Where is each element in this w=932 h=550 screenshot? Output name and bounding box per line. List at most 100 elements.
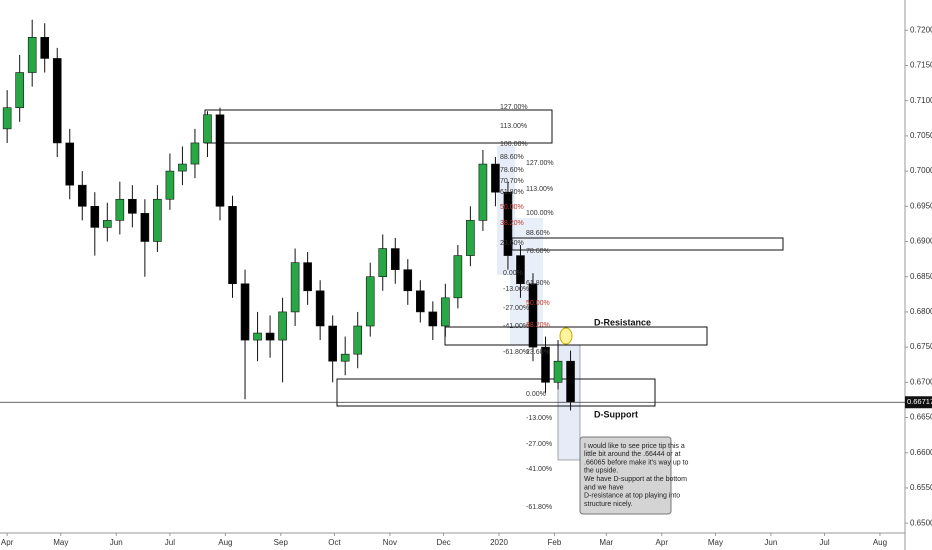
y-tick-label: 0.69000 [910, 237, 932, 246]
fib-label: 61.80% [500, 189, 524, 196]
fib-label: -13.00% [526, 415, 552, 422]
candle-body [203, 114, 212, 144]
candle-body [553, 360, 563, 383]
candle-body [40, 37, 50, 59]
x-tick-label: Jul [819, 538, 829, 547]
candle-body [27, 37, 37, 73]
x-tick-label: Aug [218, 538, 232, 547]
candle-body [541, 346, 550, 383]
fib-label: 38.20% [526, 322, 550, 329]
y-tick-label: 0.70500 [910, 131, 932, 140]
candle-body [378, 248, 388, 278]
x-tick-label: Sep [274, 538, 289, 547]
x-tick-label: Aug [873, 538, 887, 547]
d-support-label: D-Support [594, 409, 638, 419]
fib-zone [510, 218, 543, 345]
candle-body [353, 325, 363, 355]
candle-body [516, 255, 525, 285]
candle-body [441, 297, 450, 327]
y-tick-label: 0.65000 [910, 518, 932, 527]
x-tick-label: May [708, 538, 723, 547]
candle-body [315, 290, 325, 327]
x-tick-label: Jul [165, 538, 175, 547]
fib-label: 127.00% [526, 160, 554, 167]
note-line: structure nicely. [584, 501, 633, 508]
y-tick-label: 0.67000 [910, 377, 932, 386]
fib-label: 127.00% [500, 104, 528, 111]
fib-label: 50.00% [500, 204, 524, 211]
candle-body [240, 283, 250, 341]
note-line: and we have [584, 484, 624, 491]
candle-body [128, 198, 137, 214]
x-tick-label: Oct [328, 538, 341, 547]
note-line: We have D-support at the bottom [584, 476, 687, 483]
candle-body [228, 205, 237, 285]
candle-body [365, 276, 375, 327]
fib-label: 38.20% [500, 220, 524, 227]
fib-label: 70.70% [500, 178, 524, 185]
fib-label: 0.00% [503, 270, 523, 277]
candle-body [65, 142, 75, 186]
candle-body [503, 191, 513, 256]
y-tick-label: 0.70000 [910, 166, 932, 175]
x-tick-label: May [53, 538, 68, 547]
candle-body [2, 107, 12, 130]
candle-body [90, 205, 100, 228]
fib-label: 88.60% [526, 230, 550, 237]
x-tick-label: Dec [436, 538, 450, 547]
fib-label: -27.00% [503, 305, 529, 312]
candle-body [303, 262, 312, 292]
candle-body [140, 213, 150, 242]
y-tick-label: 0.66500 [910, 413, 932, 422]
note-line: I would like to see price tip this a [584, 443, 685, 450]
highlight-circle [559, 327, 573, 345]
x-tick-label: 2020 [490, 538, 508, 547]
d-resistance-label: D-Resistance [594, 317, 651, 327]
fib-label: 88.60% [500, 154, 524, 161]
y-tick-label: 0.65500 [910, 483, 932, 492]
candle-body [478, 163, 488, 221]
candle-body [328, 325, 337, 362]
fib-label: 23.60% [500, 240, 524, 247]
y-tick-label: 0.66000 [910, 448, 932, 457]
fib-label: 78.60% [526, 248, 550, 255]
candle-body [403, 269, 413, 292]
x-tick-label: Feb [548, 538, 562, 547]
note-line: D-resistance at top playing into [584, 493, 680, 500]
candle-body [340, 353, 350, 362]
candle-body [165, 170, 175, 200]
candle-body [52, 58, 62, 144]
note-box [579, 436, 672, 515]
y-tick-label: 0.72000 [910, 25, 932, 34]
fib-label: -41.00% [526, 466, 552, 473]
y-tick-label: 0.71000 [910, 96, 932, 105]
x-tick-label: Nov [383, 538, 397, 547]
candle-body [491, 163, 500, 193]
candle-body [528, 283, 538, 348]
candle-body [178, 163, 187, 172]
fib-label: 100.00% [526, 210, 554, 217]
x-tick-label: Jun [764, 538, 777, 547]
note-line: the upside. [584, 468, 618, 475]
candle-body [390, 248, 400, 270]
fib-label: 113.00% [526, 186, 553, 193]
x-tick-label: Apr [1, 538, 14, 547]
candle-body [253, 332, 262, 341]
x-tick-label: Jun [110, 538, 123, 547]
fib-label: 50.00% [526, 300, 550, 307]
candle-body [290, 262, 300, 313]
fib-label: -13.00% [503, 286, 529, 293]
candle-body [278, 311, 287, 341]
fib-label: -41.00% [503, 323, 529, 330]
candle-body [265, 332, 275, 341]
candle-body [115, 198, 125, 221]
fib-label: 100.00% [500, 141, 528, 148]
last-price-tag [905, 396, 932, 409]
note-line: .66065 before make it's way up to [584, 459, 689, 466]
x-tick-label: Mar [599, 538, 613, 547]
note-line: little bit around the .66444 or at [584, 451, 681, 458]
fib-label: 0.00% [526, 391, 546, 398]
candle-body [15, 72, 24, 109]
